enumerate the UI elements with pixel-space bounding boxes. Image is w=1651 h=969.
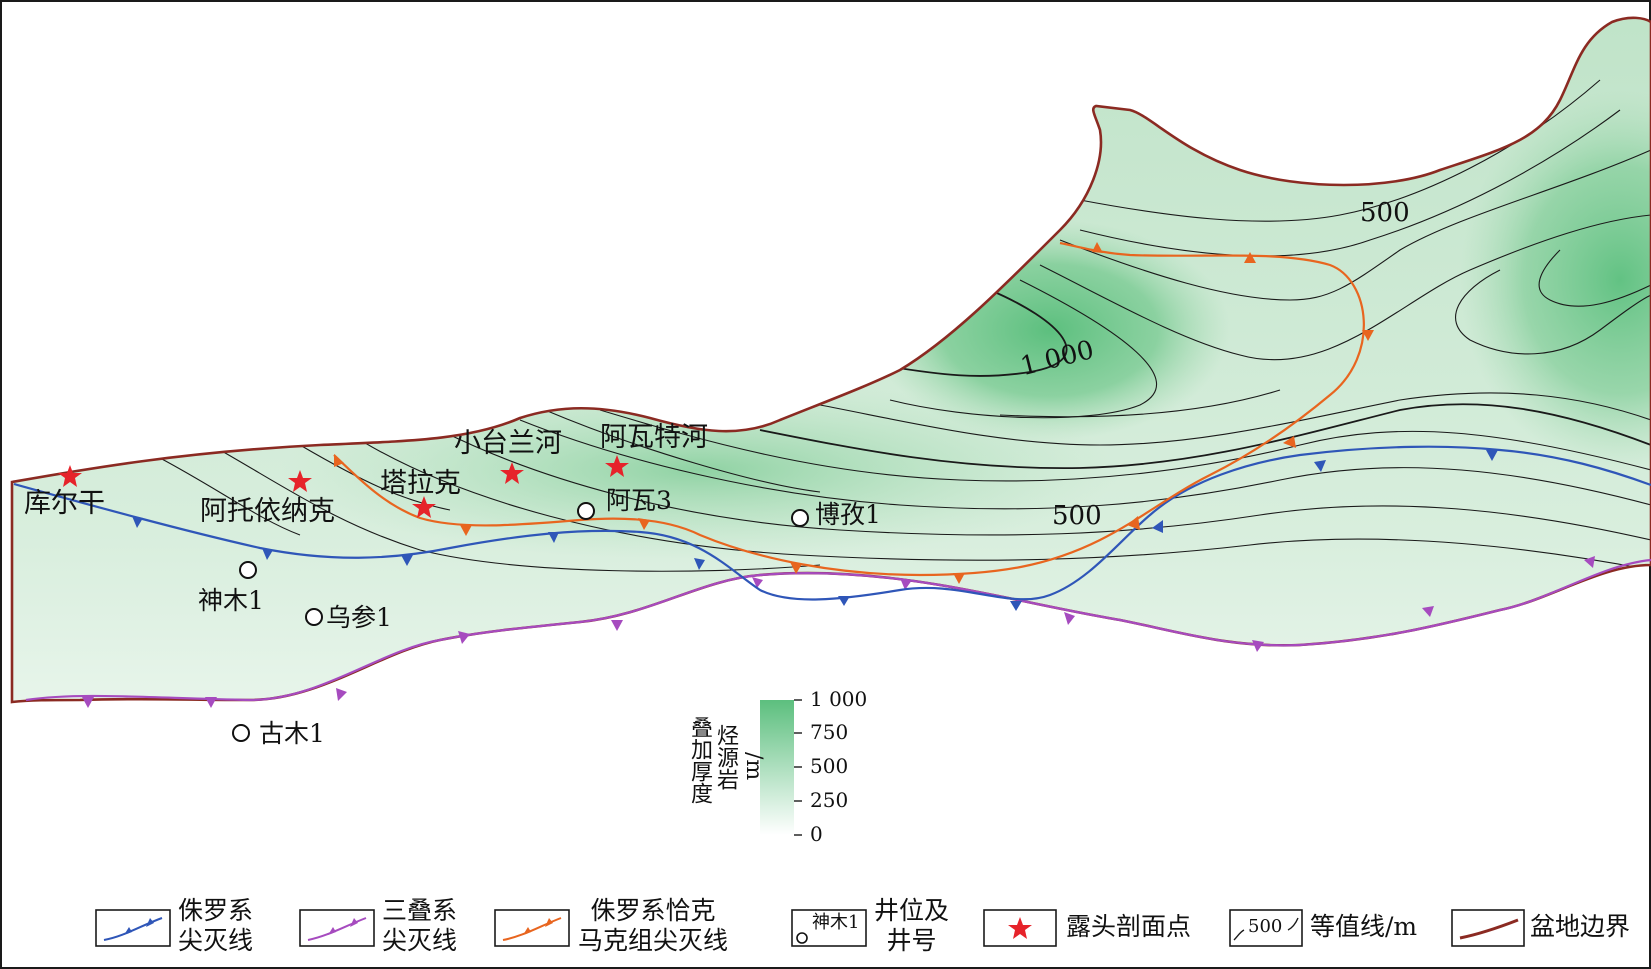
outcrop-star-talake bbox=[412, 496, 436, 518]
outcrop-star-atuoyinake bbox=[288, 470, 312, 492]
triassic-pinchout-line bbox=[25, 556, 1651, 708]
well-marker-shenmu1 bbox=[239, 561, 257, 579]
legend-qiakemake-line1: 侏罗系恰克 bbox=[590, 896, 716, 925]
legend-contour-sample-label: 500 bbox=[1248, 916, 1283, 937]
well-marker-awa3 bbox=[577, 502, 595, 520]
colorbar-tick-1000: 1 000 bbox=[810, 687, 868, 711]
colorbar-tick-0: 0 bbox=[810, 822, 823, 846]
jurassic-pinchout-line bbox=[13, 445, 1651, 611]
legend-samples bbox=[103, 917, 1519, 944]
legend-boundary-label: 盆地边界 bbox=[1530, 912, 1631, 941]
well-marker-wucan1 bbox=[305, 608, 323, 626]
colorbar-gradient bbox=[760, 700, 794, 835]
legend-well-sample-label: 神木1 bbox=[812, 912, 860, 933]
well-label-shenmu1: 神木1 bbox=[198, 586, 264, 615]
legend-jurassic-label: 侏罗系 尖灭线 bbox=[178, 896, 253, 956]
well-label-awa3: 阿瓦3 bbox=[606, 486, 672, 515]
outcrop-star-awatehe bbox=[605, 455, 629, 477]
colorbar-tick-250: 250 bbox=[810, 788, 849, 812]
legend-jurassic-line1: 侏罗系 bbox=[178, 896, 254, 925]
place-label-kuergan: 库尔干 bbox=[24, 488, 105, 519]
colorbar-tick-500: 500 bbox=[810, 754, 849, 778]
legend-triassic-line1: 三叠系 bbox=[382, 896, 458, 925]
legend-qiakemake-line2: 马克组尖灭线 bbox=[578, 926, 729, 955]
outcrop-points bbox=[58, 455, 629, 518]
place-label-xiaotailanhe: 小台兰河 bbox=[454, 428, 562, 459]
place-label-talake: 塔拉克 bbox=[380, 468, 461, 499]
legend-outcrop-label: 露头剖面点 bbox=[1066, 912, 1192, 941]
legend-qiakemake-label: 侏罗系恰克 马克组尖灭线 bbox=[578, 896, 728, 956]
outcrop-star-xiaotailanhe bbox=[500, 462, 524, 484]
legend-well-line2: 井号 bbox=[886, 926, 937, 955]
legend-contour-label: 等值线/m bbox=[1310, 912, 1418, 941]
wells bbox=[232, 502, 809, 742]
contour-label-500-top: 500 bbox=[1360, 198, 1410, 228]
colorbar-ticks bbox=[794, 699, 802, 836]
well-marker-bozi1 bbox=[791, 509, 809, 527]
colorbar-title-line2: 叠加厚度 bbox=[687, 716, 712, 804]
legend-jurassic-line2: 尖灭线 bbox=[178, 926, 254, 955]
legend-triassic-line2: 尖灭线 bbox=[382, 926, 458, 955]
colorbar-unit: /m bbox=[741, 752, 766, 781]
legend-well-label: 井位及 井号 bbox=[874, 896, 949, 956]
place-label-awatehe: 阿瓦特河 bbox=[600, 422, 708, 453]
colorbar-title-line1: 烃源岩 bbox=[713, 724, 738, 790]
well-marker-gumu1 bbox=[232, 724, 250, 742]
colorbar-tick-750: 750 bbox=[810, 720, 849, 744]
well-label-gumu1: 古木1 bbox=[259, 719, 325, 748]
outcrop-star-kuergan bbox=[58, 465, 82, 487]
qiakemake-pinchout-line bbox=[333, 241, 1374, 584]
contour-label-500-mid: 500 bbox=[1052, 501, 1102, 531]
legend-triassic-label: 三叠系 尖灭线 bbox=[382, 896, 457, 956]
place-label-atuoyinake: 阿托依纳克 bbox=[200, 496, 335, 527]
well-label-wucan1: 乌参1 bbox=[326, 603, 392, 632]
legend-well-line1: 井位及 bbox=[874, 896, 950, 925]
well-label-bozi1: 博孜1 bbox=[815, 500, 881, 529]
